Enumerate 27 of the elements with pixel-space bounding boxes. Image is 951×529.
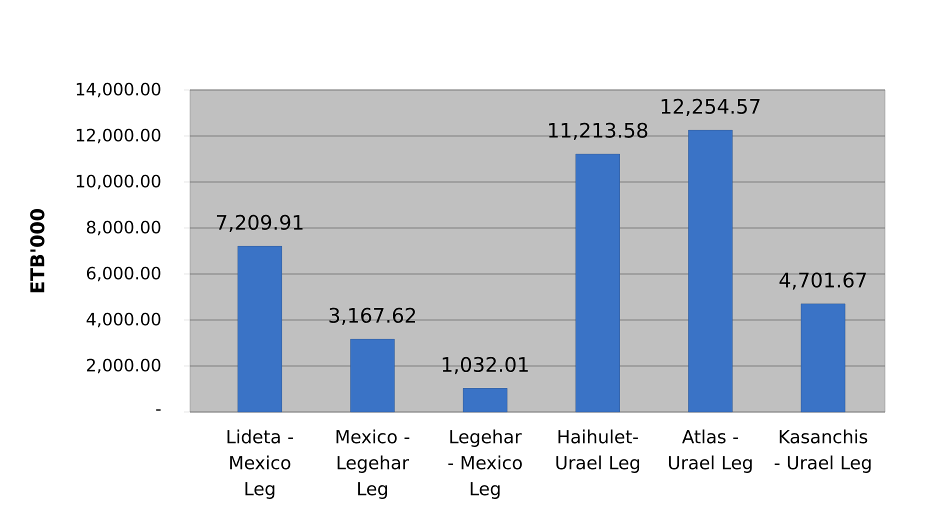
y-tick-label: 8,000.00 [86, 220, 160, 236]
y-tick-label: 14,000.00 [76, 82, 160, 98]
x-tick-label: Haihulet- Urael Leg [556, 430, 640, 473]
y-tick-label: 6,000.00 [86, 266, 160, 282]
y-tick-label: 2,000.00 [87, 358, 160, 374]
data-label: 4,701.67 [780, 272, 866, 290]
data-label: 3,167.62 [329, 308, 415, 325]
y-tick-label: 12,000.00 [76, 128, 160, 144]
x-tick-label: Legehar - Mexico Leg [448, 430, 522, 499]
y-tick-label: 10,000.00 [76, 174, 160, 190]
bar [350, 338, 395, 412]
x-tick-label: Mexico - Legehar Leg [336, 430, 410, 499]
x-tick-label: Lideta - Mexico Leg [228, 430, 294, 499]
bar [688, 130, 733, 412]
y-axis-title: ETB'000 [30, 208, 44, 292]
x-tick-label: Kasanchis - Urael Leg [774, 430, 871, 473]
bar [238, 246, 282, 412]
data-label: 1,032.01 [442, 356, 528, 374]
y-tick-label: - [156, 409, 161, 411]
data-label: 11,213.58 [549, 122, 648, 140]
bar [462, 388, 508, 412]
y-tick-label: 4,000.00 [86, 312, 160, 328]
x-tick-label: Atlas - Urael Leg [669, 430, 752, 473]
data-label: 12,254.57 [662, 98, 760, 116]
data-label: 7,209.91 [216, 214, 302, 232]
bar [576, 154, 620, 412]
bar [800, 304, 846, 412]
